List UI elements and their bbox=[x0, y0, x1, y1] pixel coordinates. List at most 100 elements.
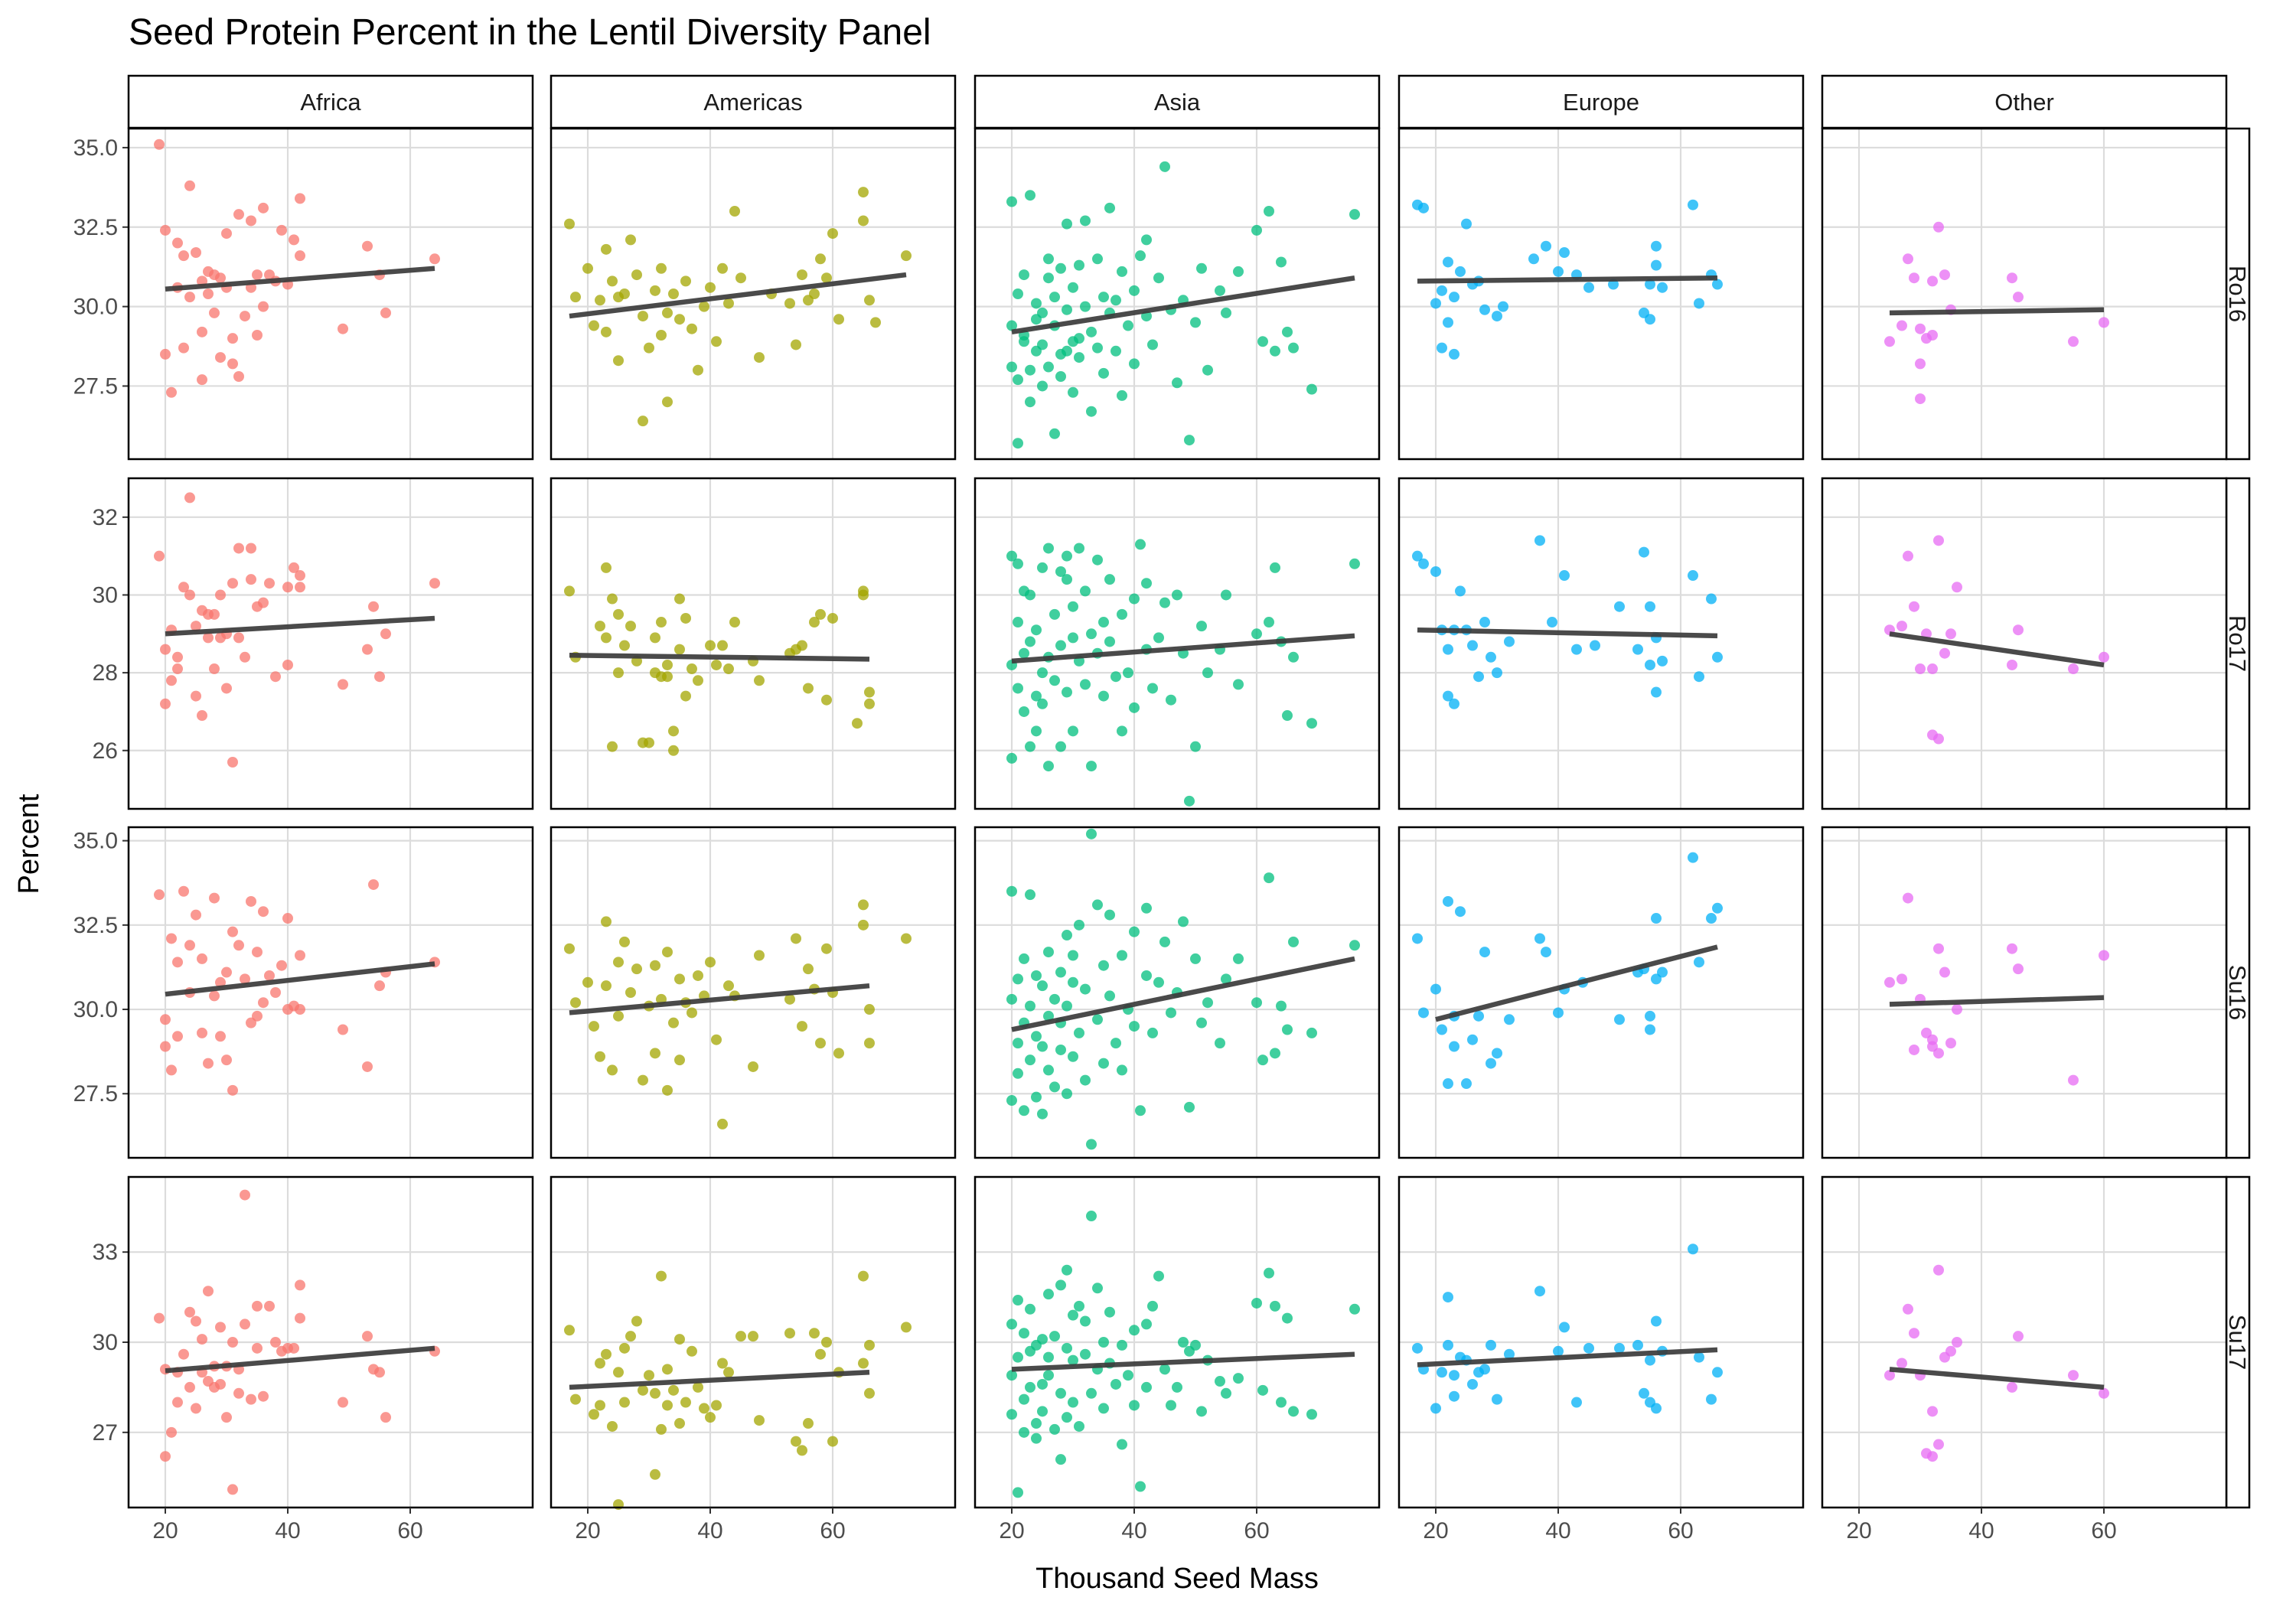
data-point bbox=[1437, 285, 1447, 296]
data-point bbox=[1418, 558, 1429, 569]
data-point bbox=[1541, 947, 1551, 958]
data-point bbox=[662, 1364, 673, 1375]
data-point bbox=[711, 659, 722, 670]
data-point bbox=[1184, 795, 1195, 807]
data-point bbox=[1013, 683, 1023, 694]
data-point bbox=[1639, 1387, 1649, 1399]
x-tick-label-europe: 20 bbox=[1423, 1518, 1448, 1543]
panel-su17-africa bbox=[127, 1175, 534, 1509]
data-point bbox=[2068, 1370, 2079, 1381]
data-point bbox=[2099, 317, 2109, 328]
data-point bbox=[1282, 326, 1293, 337]
data-point bbox=[1952, 582, 1962, 593]
data-point bbox=[1080, 585, 1091, 597]
data-point bbox=[1694, 671, 1704, 683]
panel-su16-africa bbox=[127, 826, 534, 1159]
data-point bbox=[638, 1074, 648, 1086]
data-point bbox=[1019, 706, 1029, 717]
data-point bbox=[203, 288, 214, 299]
data-point bbox=[252, 269, 263, 281]
data-point bbox=[1939, 269, 1950, 281]
data-point bbox=[1086, 1139, 1097, 1150]
data-point bbox=[705, 1412, 716, 1423]
panel-border bbox=[550, 127, 957, 461]
data-point bbox=[1037, 1378, 1048, 1390]
data-point bbox=[1215, 1376, 1225, 1387]
data-point bbox=[1043, 1370, 1054, 1381]
data-point bbox=[1025, 396, 1035, 408]
data-point bbox=[154, 139, 165, 150]
data-point bbox=[864, 1339, 875, 1351]
data-point bbox=[1037, 562, 1048, 573]
data-point bbox=[705, 282, 716, 293]
data-point bbox=[1062, 304, 1072, 315]
data-point bbox=[1927, 330, 1938, 341]
trend-line bbox=[1417, 1347, 1718, 1367]
data-point bbox=[295, 250, 305, 262]
data-point bbox=[717, 1118, 728, 1129]
facet-strip-label-asia: Asia bbox=[1154, 89, 1201, 116]
data-point bbox=[1013, 1295, 1023, 1306]
data-point bbox=[1092, 253, 1103, 265]
data-point bbox=[631, 1315, 642, 1327]
data-point bbox=[172, 957, 183, 968]
panel-border bbox=[1397, 127, 1805, 461]
panel-border bbox=[1397, 1175, 1805, 1509]
data-point bbox=[644, 342, 654, 354]
panel-background bbox=[1822, 478, 2226, 809]
data-point bbox=[1062, 1264, 1072, 1276]
data-point bbox=[1159, 936, 1170, 947]
data-point bbox=[1086, 1387, 1097, 1399]
data-point bbox=[178, 885, 189, 897]
data-point bbox=[1086, 628, 1097, 640]
data-point bbox=[1939, 647, 1950, 659]
data-point bbox=[1915, 323, 1926, 334]
data-point bbox=[827, 228, 838, 240]
data-point bbox=[252, 1342, 263, 1354]
data-point bbox=[1221, 1387, 1231, 1399]
trend-line bbox=[569, 652, 870, 662]
data-point bbox=[1645, 1010, 1655, 1022]
facet-strip-label-ro17: Ro17 bbox=[2224, 615, 2251, 672]
data-point bbox=[1006, 1409, 1017, 1420]
data-point bbox=[1461, 218, 1472, 230]
panel-background bbox=[129, 478, 533, 809]
data-point bbox=[1147, 683, 1158, 694]
data-point bbox=[215, 272, 226, 284]
data-point bbox=[791, 339, 801, 350]
data-point bbox=[1074, 919, 1084, 931]
data-point bbox=[668, 288, 679, 299]
data-point bbox=[380, 1412, 391, 1423]
data-point bbox=[1349, 558, 1360, 569]
data-point bbox=[221, 683, 232, 694]
data-point bbox=[1657, 655, 1668, 667]
chart-title: Seed Protein Percent in the Lentil Diver… bbox=[129, 12, 931, 53]
x-tick-label-europe: 40 bbox=[1545, 1518, 1570, 1543]
data-point bbox=[1952, 1337, 1962, 1348]
panel-border bbox=[1821, 477, 2228, 810]
data-point bbox=[1455, 585, 1466, 597]
data-point bbox=[1025, 889, 1035, 901]
x-tick-label-africa: 60 bbox=[397, 1518, 422, 1543]
data-point bbox=[687, 663, 697, 675]
data-point bbox=[1129, 285, 1140, 296]
data-point bbox=[723, 298, 734, 309]
data-point bbox=[2013, 963, 2024, 975]
data-point bbox=[1117, 1439, 1127, 1450]
data-point bbox=[625, 987, 636, 998]
data-point bbox=[429, 253, 440, 265]
panel-border bbox=[974, 127, 1381, 461]
data-point bbox=[674, 1334, 685, 1345]
data-point bbox=[2013, 624, 2024, 636]
data-point bbox=[1449, 1370, 1459, 1381]
data-point bbox=[1559, 1322, 1570, 1333]
data-point bbox=[1467, 1378, 1478, 1390]
data-point bbox=[1098, 367, 1109, 379]
data-point bbox=[1135, 250, 1146, 262]
data-point bbox=[154, 1312, 165, 1324]
data-point bbox=[184, 180, 195, 191]
data-point bbox=[1927, 1406, 1938, 1417]
data-point bbox=[1915, 663, 1926, 675]
data-point bbox=[1412, 933, 1423, 944]
y-tick-label-ro16: 30.0 bbox=[73, 295, 118, 320]
